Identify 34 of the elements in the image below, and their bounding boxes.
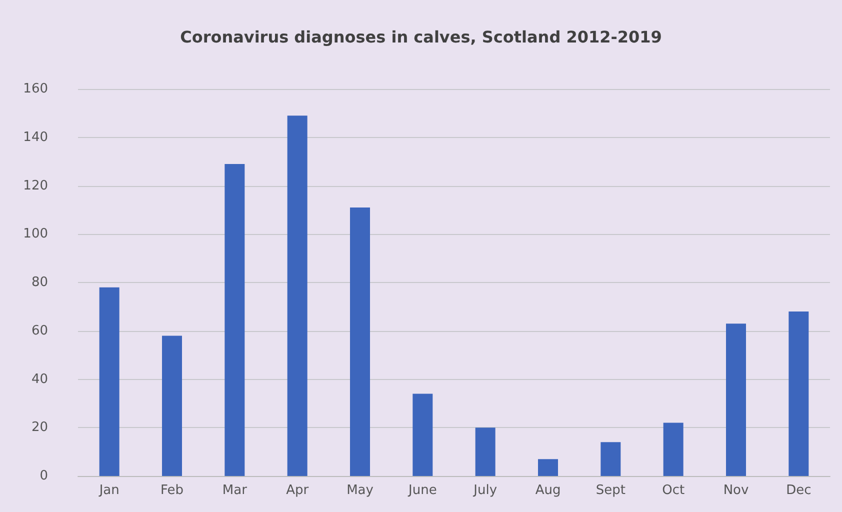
y-tick-label: 80 xyxy=(31,275,48,290)
bar xyxy=(538,459,558,476)
bar xyxy=(162,336,182,476)
bar xyxy=(287,116,308,476)
x-tick-label: Mar xyxy=(222,483,248,498)
bar xyxy=(412,394,433,476)
y-tick-label: 120 xyxy=(23,178,48,194)
x-tick-label: Oct xyxy=(662,483,685,498)
x-tick-label: July xyxy=(472,483,498,498)
bar xyxy=(99,287,120,476)
y-tick-label: 140 xyxy=(23,130,48,145)
y-tick-label: 20 xyxy=(31,420,48,436)
x-tick-label: Sept xyxy=(596,483,626,498)
x-tick-label: Jan xyxy=(98,483,120,498)
y-tick-label: 160 xyxy=(23,82,48,96)
bar xyxy=(475,428,496,476)
y-tick-label: 40 xyxy=(31,372,48,387)
chart-title: Coronavirus diagnoses in calves, Scotland 2012-2019 xyxy=(180,28,662,46)
bar xyxy=(600,442,621,476)
x-tick-label: Nov xyxy=(723,483,749,498)
bar xyxy=(726,324,746,476)
x-tick-label: Apr xyxy=(286,483,310,498)
x-tick-label: June xyxy=(408,483,437,498)
bar xyxy=(663,422,684,476)
y-tick-label: 60 xyxy=(31,323,48,338)
x-tick-label: Dec xyxy=(786,483,812,498)
x-tick-label: May xyxy=(346,483,374,498)
y-tick-label: 0 xyxy=(40,468,48,484)
x-tick-label: Feb xyxy=(160,483,184,498)
bar xyxy=(224,164,245,476)
bar xyxy=(788,312,809,476)
x-tick-label: Aug xyxy=(535,483,561,498)
bar xyxy=(350,208,370,476)
y-tick-label: 100 xyxy=(23,226,48,242)
